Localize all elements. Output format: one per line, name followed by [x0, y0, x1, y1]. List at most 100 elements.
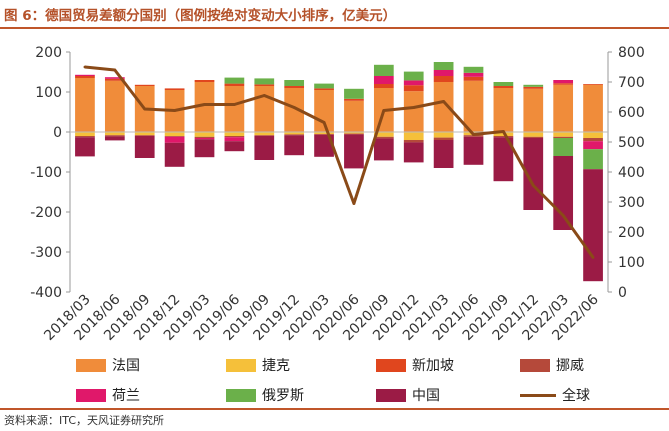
bar-捷克 — [314, 132, 334, 134]
chart-title: 图 6：德国贸易差额分国别（图例按绝对变动大小排序，亿美元） — [4, 8, 397, 24]
bar-中国 — [314, 134, 334, 157]
bar-中国 — [463, 136, 484, 165]
legend-label: 中国 — [412, 388, 440, 404]
bar-挪威 — [373, 136, 394, 139]
bar-新加坡 — [164, 88, 185, 90]
point-全球 — [442, 100, 446, 103]
legend-label: 捷克 — [262, 358, 290, 374]
bar-捷克 — [224, 132, 245, 136]
legend-item: 挪威 — [520, 356, 584, 374]
bar-法国 — [463, 80, 484, 132]
bar-新加坡 — [373, 84, 394, 88]
bar-法国 — [284, 88, 305, 132]
bar-法国 — [344, 100, 364, 132]
title-divider — [0, 27, 669, 29]
point-全球 — [501, 130, 505, 133]
legend-swatch — [376, 358, 406, 372]
point-全球 — [352, 202, 356, 205]
bar-挪威 — [493, 136, 514, 138]
bar-荷兰 — [463, 72, 484, 77]
legend-item: 俄罗斯 — [226, 386, 304, 404]
legend-label: 全球 — [562, 388, 590, 404]
bar-捷克 — [164, 132, 185, 136]
bar-荷兰 — [583, 141, 603, 150]
bar-中国 — [373, 138, 394, 161]
y2-tick-label: 0 — [618, 285, 627, 301]
y-tick-label: -200 — [30, 205, 62, 221]
bar-挪威 — [164, 136, 185, 137]
bar-新加坡 — [104, 78, 125, 81]
bar-中国 — [104, 136, 125, 141]
bar-荷兰 — [194, 138, 215, 140]
title-bar: 图 6：德国贸易差额分国别（图例按绝对变动大小排序，亿美元） — [0, 0, 669, 29]
bar-中国 — [493, 137, 514, 182]
point-全球 — [292, 106, 296, 109]
bar-捷克 — [553, 132, 574, 137]
bar-中国 — [403, 142, 424, 163]
legend-item: 荷兰 — [76, 386, 140, 404]
y-tick-label: -300 — [30, 245, 62, 261]
legend-item: 捷克 — [226, 356, 290, 374]
bar-挪威 — [523, 136, 544, 138]
bar-中国 — [284, 135, 305, 156]
bar-新加坡 — [403, 85, 424, 92]
y2-tick-label: 200 — [618, 225, 645, 241]
bar-新加坡 — [224, 83, 245, 86]
bar-挪威 — [75, 136, 95, 138]
bar-法国 — [493, 88, 514, 132]
bar-中国 — [75, 137, 95, 157]
bar-挪威 — [254, 135, 275, 136]
legend-swatch — [226, 388, 256, 402]
bar-中国 — [583, 169, 603, 282]
bar-中国 — [194, 139, 215, 158]
bar-捷克 — [344, 132, 364, 134]
point-全球 — [113, 68, 117, 72]
point-全球 — [203, 103, 206, 106]
bar-荷兰 — [104, 77, 125, 79]
legend-item: 中国 — [376, 386, 440, 404]
bar-中国 — [344, 134, 364, 169]
bar-法国 — [104, 80, 125, 132]
bar-荷兰 — [433, 70, 454, 76]
bar-新加坡 — [433, 76, 454, 82]
point-全球 — [531, 184, 535, 187]
bar-法国 — [583, 84, 603, 132]
bar-捷克 — [134, 132, 155, 136]
bar-挪威 — [583, 138, 603, 142]
y-tick-label: 0 — [53, 125, 62, 141]
bar-俄罗斯 — [583, 149, 603, 170]
bar-中国 — [164, 142, 185, 167]
bar-荷兰 — [553, 80, 574, 84]
point-全球 — [143, 107, 147, 111]
bar-捷克 — [284, 132, 305, 135]
bar-荷兰 — [75, 74, 95, 76]
bar-捷克 — [373, 132, 394, 137]
bar-新加坡 — [194, 80, 215, 82]
bar-法国 — [75, 78, 95, 132]
bar-中国 — [553, 156, 574, 230]
bar-捷克 — [104, 132, 125, 136]
bar-新加坡 — [314, 88, 334, 90]
bar-俄罗斯 — [463, 66, 484, 73]
legend-swatch — [520, 358, 550, 372]
point-全球 — [173, 109, 177, 112]
bar-俄罗斯 — [433, 62, 454, 70]
bar-荷兰 — [403, 80, 424, 86]
bar-新加坡 — [523, 86, 544, 89]
bar-俄罗斯 — [523, 84, 544, 87]
y2-tick-label: 400 — [618, 165, 645, 181]
y-tick-label: -400 — [30, 285, 62, 301]
bar-挪威 — [224, 136, 245, 138]
bar-新加坡 — [284, 86, 305, 88]
bar-挪威 — [344, 133, 364, 135]
y-tick-label: 200 — [35, 45, 62, 61]
bar-挪威 — [194, 136, 215, 138]
bar-新加坡 — [463, 76, 484, 81]
bar-捷克 — [194, 132, 215, 137]
bar-捷克 — [254, 132, 275, 136]
bar-新加坡 — [254, 84, 275, 86]
point-全球 — [472, 133, 475, 136]
point-全球 — [83, 65, 87, 69]
bar-俄罗斯 — [553, 138, 574, 156]
point-全球 — [322, 121, 326, 124]
